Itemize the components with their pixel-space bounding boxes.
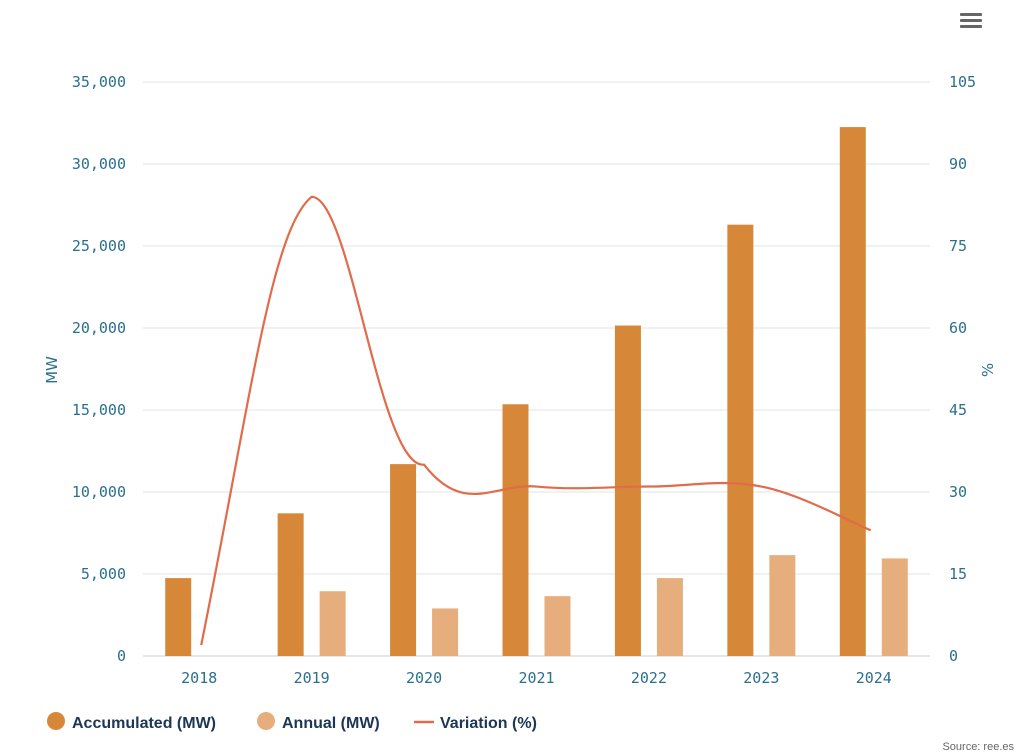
x-tick-label: 2023 bbox=[743, 669, 779, 687]
y-axis-right: 0 15 30 45 60 75 90 105 bbox=[949, 73, 976, 665]
bar-accumulated bbox=[614, 325, 641, 656]
menu-bar bbox=[960, 19, 982, 22]
x-tick-label: 2022 bbox=[631, 669, 667, 687]
y-tick-label-left: 15,000 bbox=[72, 401, 126, 419]
bar-accumulated bbox=[727, 224, 754, 656]
gridlines bbox=[143, 81, 930, 657]
x-axis: 2018 2019 2020 2021 2022 2023 2024 bbox=[181, 669, 892, 687]
legend-marker bbox=[47, 712, 65, 730]
y-tick-label-right: 75 bbox=[949, 237, 967, 255]
bar-accumulated bbox=[277, 513, 304, 656]
bar-annual bbox=[319, 591, 346, 656]
y-tick-label-right: 60 bbox=[949, 319, 967, 337]
bar-accumulated bbox=[502, 404, 529, 656]
bar-accumulated bbox=[390, 464, 417, 656]
y-axis-left: 0 5,000 10,000 15,000 20,000 25,000 30,000 35,0… bbox=[72, 73, 126, 665]
x-tick-label: 2019 bbox=[294, 669, 330, 687]
y-axis-right-title: % bbox=[979, 363, 997, 377]
y-tick-label-right: 0 bbox=[949, 647, 958, 665]
y-tick-label-left: 35,000 bbox=[72, 73, 126, 91]
variation-line bbox=[200, 195, 872, 646]
y-axis-left-title: MW bbox=[43, 356, 61, 384]
y-tick-label-left: 20,000 bbox=[72, 319, 126, 337]
legend-label: Variation (%) bbox=[440, 715, 537, 732]
y-tick-label-left: 30,000 bbox=[72, 155, 126, 173]
bar-annual bbox=[656, 578, 683, 656]
bars bbox=[165, 127, 908, 657]
x-tick-label: 2024 bbox=[856, 669, 892, 687]
legend-label: Annual (MW) bbox=[282, 715, 380, 732]
y-tick-label-right: 30 bbox=[949, 483, 967, 501]
y-tick-label-left: 25,000 bbox=[72, 237, 126, 255]
bar-annual bbox=[544, 596, 571, 656]
y-tick-label-right: 15 bbox=[949, 565, 967, 583]
bar-accumulated bbox=[165, 578, 192, 656]
y-tick-label-right: 105 bbox=[949, 73, 976, 91]
menu-bar bbox=[960, 13, 982, 16]
source-credit: Source: ree.es bbox=[942, 741, 1014, 753]
bar-annual bbox=[769, 555, 796, 656]
x-tick-label: 2021 bbox=[518, 669, 554, 687]
y-tick-label-left: 5,000 bbox=[81, 565, 126, 583]
y-tick-label-left: 10,000 bbox=[72, 483, 126, 501]
bar-annual bbox=[881, 558, 908, 656]
hamburger-menu-icon[interactable] bbox=[957, 10, 985, 34]
legend: Accumulated (MW) Annual (MW) Variation (%) bbox=[47, 712, 537, 732]
y-tick-label-right: 45 bbox=[949, 401, 967, 419]
legend-marker bbox=[257, 712, 275, 730]
y-tick-label-left: 0 bbox=[117, 647, 126, 665]
legend-label: Accumulated (MW) bbox=[72, 715, 216, 732]
y-tick-label-right: 90 bbox=[949, 155, 967, 173]
bar-annual bbox=[432, 608, 459, 656]
x-tick-label: 2020 bbox=[406, 669, 442, 687]
x-tick-label: 2018 bbox=[181, 669, 217, 687]
menu-bar bbox=[960, 25, 982, 28]
variation-line-group bbox=[200, 195, 872, 646]
bar-accumulated bbox=[839, 127, 866, 657]
